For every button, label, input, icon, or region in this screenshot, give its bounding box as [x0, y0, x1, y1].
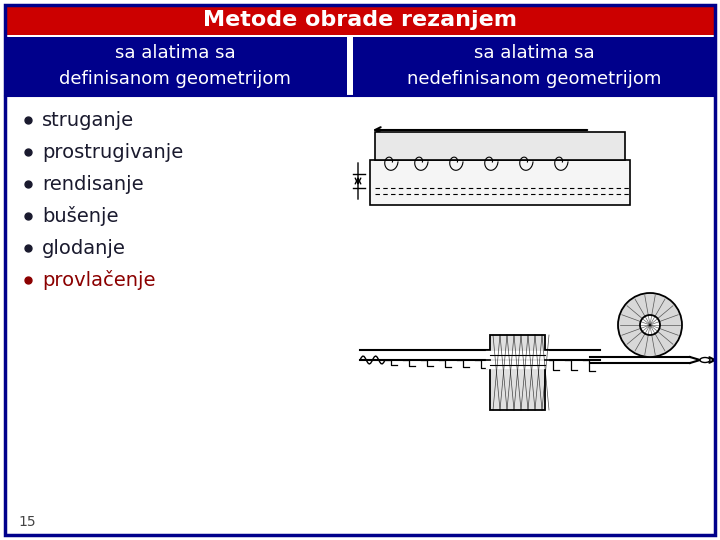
FancyBboxPatch shape	[5, 37, 347, 95]
Circle shape	[618, 293, 682, 357]
Text: prostrugivanje: prostrugivanje	[42, 143, 184, 161]
Text: Metode obrade rezanjem: Metode obrade rezanjem	[203, 10, 517, 30]
FancyBboxPatch shape	[370, 160, 630, 205]
Circle shape	[640, 315, 660, 335]
FancyBboxPatch shape	[5, 5, 715, 35]
FancyBboxPatch shape	[353, 37, 715, 95]
Text: struganje: struganje	[42, 111, 134, 130]
FancyBboxPatch shape	[375, 132, 625, 160]
Text: rendisanje: rendisanje	[42, 174, 143, 193]
Text: provlačenje: provlačenje	[42, 270, 156, 290]
Text: glodanje: glodanje	[42, 239, 126, 258]
Text: sa alatima sa
definisanom geometrijom: sa alatima sa definisanom geometrijom	[59, 44, 291, 88]
Text: 15: 15	[18, 515, 35, 529]
Text: sa alatima sa
nedefinisanom geometrijom: sa alatima sa nedefinisanom geometrijom	[407, 44, 661, 88]
Ellipse shape	[700, 357, 710, 362]
Text: bušenje: bušenje	[42, 206, 119, 226]
FancyBboxPatch shape	[490, 335, 545, 410]
